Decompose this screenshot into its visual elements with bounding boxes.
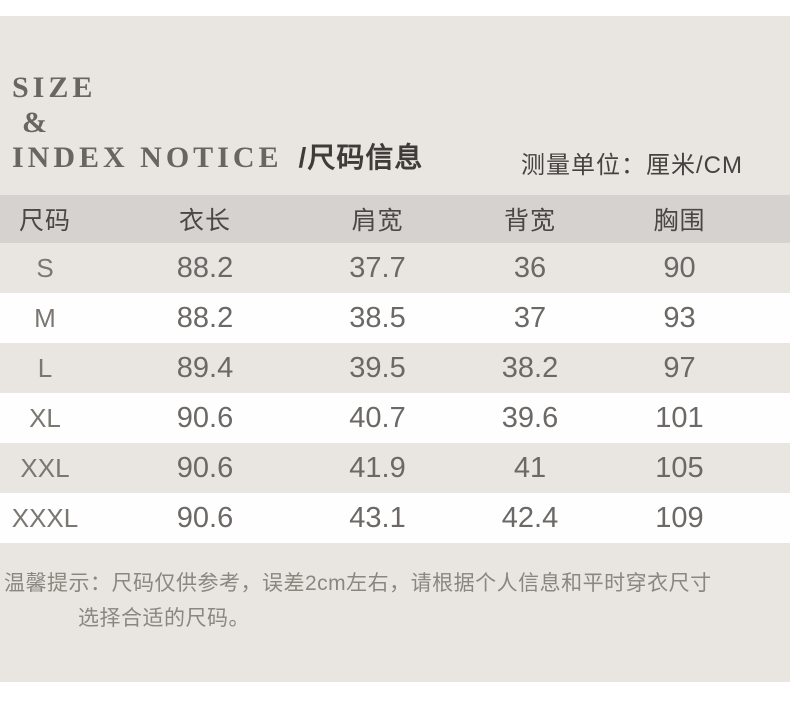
notice-line-2: 选择合适的尺码。 — [78, 607, 250, 630]
measurement-unit-label: 测量单位：厘米/CM — [521, 152, 743, 179]
column-header-bust: 胸围 — [653, 207, 706, 235]
value-cell: 109 — [655, 501, 704, 534]
size-cell: XXL — [20, 452, 70, 483]
value-cell: 42.4 — [501, 501, 559, 534]
column-header-length: 衣长 — [178, 207, 231, 235]
value-cell: 97 — [663, 351, 696, 384]
value-cell: 90.6 — [176, 451, 234, 484]
size-cell: XXXL — [11, 502, 79, 533]
title-index-notice-line: INDEX NOTICE/尺码信息 — [12, 140, 423, 175]
value-cell: 93 — [663, 301, 696, 334]
title-ampersand: & — [22, 106, 51, 139]
table-header-row: 尺码 衣长 肩宽 背宽 胸围 — [0, 195, 790, 243]
table-row: XXXL 90.6 43.1 42.4 109 — [0, 493, 790, 543]
value-cell: 101 — [655, 401, 704, 434]
value-cell: 90.6 — [176, 501, 234, 534]
value-cell: 39.6 — [501, 401, 559, 434]
size-table: 尺码 衣长 肩宽 背宽 胸围 S 88.2 37.7 36 90 M 88.2 38.5 37 9… — [0, 195, 790, 543]
value-cell: 43.1 — [349, 501, 406, 534]
value-cell: 40.7 — [349, 401, 406, 434]
title-size: SIZE — [12, 71, 97, 104]
table-body: S 88.2 37.7 36 90 M 88.2 38.5 37 93 L 89.4 39.5 38.2 9… — [0, 243, 790, 543]
title-chinese: /尺码信息 — [298, 142, 424, 173]
value-cell: 36 — [513, 251, 547, 284]
value-cell: 39.5 — [349, 351, 406, 384]
value-cell: 90 — [663, 251, 696, 284]
value-cell: 90.6 — [176, 401, 234, 434]
size-cell: L — [37, 352, 53, 383]
value-cell: 41 — [513, 451, 547, 484]
table-row: M 88.2 38.5 37 93 — [0, 293, 790, 343]
size-cell: XL — [29, 402, 61, 433]
value-cell: 88.2 — [176, 251, 234, 284]
size-cell: M — [34, 302, 56, 333]
table-row: XL 90.6 40.7 39.6 101 — [0, 393, 790, 443]
title-index-notice: INDEX NOTICE — [12, 141, 283, 174]
value-cell: 105 — [655, 451, 704, 484]
notice-text: 温馨提示：尺码仅供参考，误差2cm左右，请根据个人信息和平时穿衣尺寸 选择合适的… — [4, 566, 712, 636]
value-cell: 37 — [513, 301, 547, 334]
size-cell: S — [36, 252, 54, 283]
value-cell: 38.5 — [349, 301, 406, 334]
table-row: S 88.2 37.7 36 90 — [0, 243, 790, 293]
value-cell: 37.7 — [349, 251, 406, 284]
table-row: XXL 90.6 41.9 41 105 — [0, 443, 790, 493]
value-cell: 88.2 — [176, 301, 234, 334]
table-row: L 89.4 39.5 38.2 97 — [0, 343, 790, 393]
value-cell: 38.2 — [501, 351, 559, 384]
column-header-back: 背宽 — [503, 207, 556, 235]
column-header-shoulder: 肩宽 — [351, 207, 404, 235]
section-title: SIZE & INDEX NOTICE/尺码信息 — [12, 70, 423, 175]
value-cell: 89.4 — [176, 351, 234, 384]
value-cell: 41.9 — [349, 451, 406, 484]
notice-line-1: 温馨提示：尺码仅供参考，误差2cm左右，请根据个人信息和平时穿衣尺寸 — [4, 572, 712, 595]
column-header-size: 尺码 — [18, 207, 71, 235]
